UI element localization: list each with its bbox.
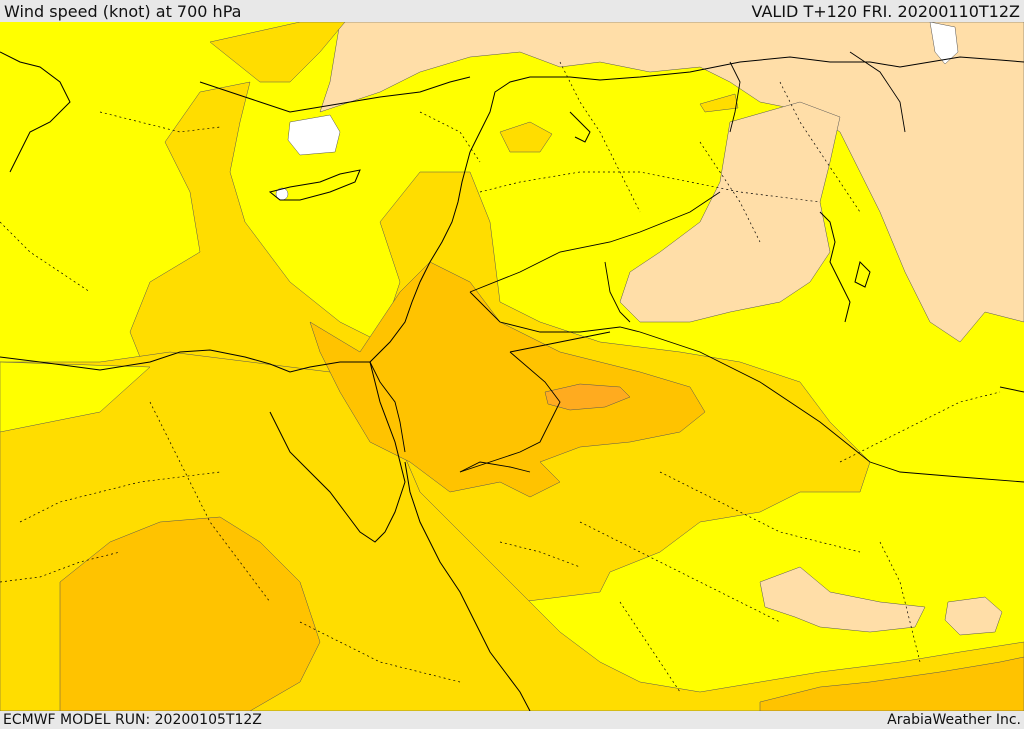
field-tan-north — [319, 22, 1024, 343]
field-tan-south — [759, 566, 926, 633]
field-gold-syria-patch — [499, 121, 553, 153]
field-gold-northwest — [209, 22, 346, 83]
valid-time: VALID T+120 FRI. 20200110T12Z — [751, 1, 1020, 21]
map-title: Wind speed (knot) at 700 hPa — [4, 1, 242, 21]
bottom-bar: ECMWF MODEL RUN: 20200105T12Z ArabiaWeat… — [0, 711, 1024, 729]
weather-map[interactable] — [0, 22, 1024, 711]
top-bar: Wind speed (knot) at 700 hPa VALID T+120… — [0, 0, 1024, 22]
field-tan-southeast — [944, 596, 1003, 636]
map-canvas — [0, 22, 1024, 711]
coastlines — [0, 51, 1024, 711]
field-amber-south — [759, 656, 1024, 711]
credit: ArabiaWeather Inc. — [887, 712, 1021, 728]
missing-cyprus-area — [287, 114, 341, 156]
field-orange-core — [544, 383, 631, 411]
country-borders — [369, 51, 1024, 483]
field-gold-small-east — [699, 93, 739, 113]
field-amber-southwest — [59, 516, 321, 711]
model-run: ECMWF MODEL RUN: 20200105T12Z — [3, 712, 262, 728]
admin-boundaries — [0, 61, 1001, 693]
field-amber-jordan — [309, 261, 706, 498]
field-tan-east — [619, 101, 841, 323]
